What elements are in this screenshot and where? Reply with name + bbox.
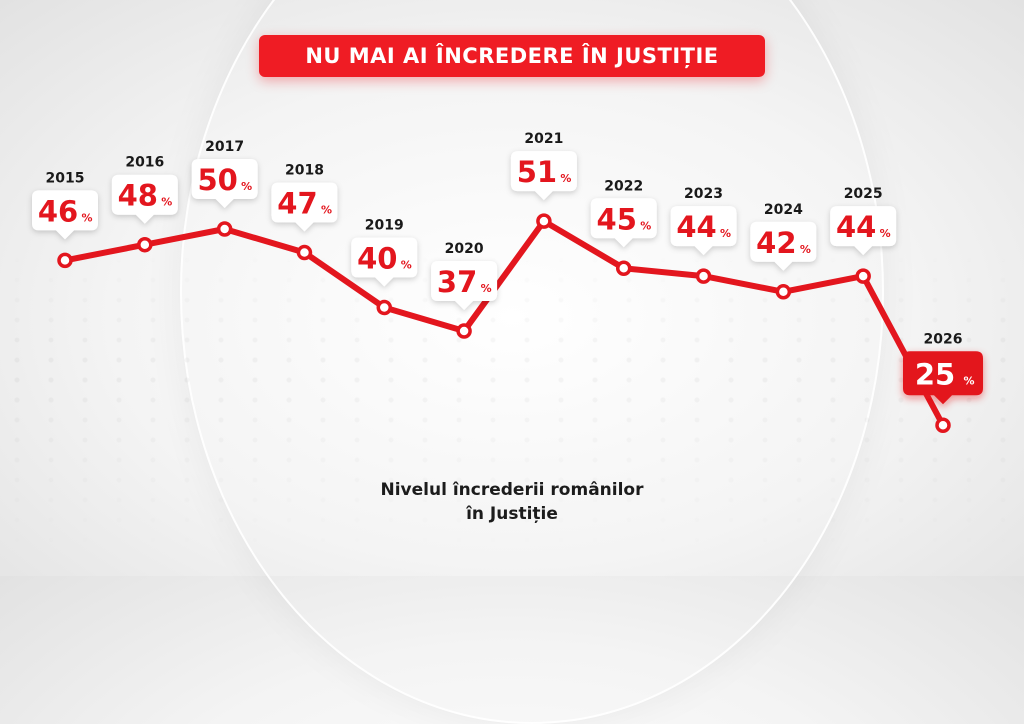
- value-label-2026: 25: [915, 357, 955, 391]
- callout-2024: 42 % 2024: [750, 202, 817, 271]
- value-label-2021: 51: [517, 155, 557, 189]
- percent-sign: %: [321, 204, 332, 217]
- data-point-2016: [137, 236, 153, 253]
- year-label-2020: 2020: [445, 241, 484, 257]
- title-banner: NU MAI AI ÎNCREDERE ÎN JUSTIȚIE: [259, 35, 765, 77]
- data-point-2015: [57, 252, 73, 269]
- year-label-2017: 2017: [205, 139, 244, 155]
- data-point-2023: [695, 268, 712, 284]
- value-label-2017: 50: [197, 163, 237, 197]
- data-point-2026: [935, 417, 951, 433]
- callout-2026: 25 % 2026: [903, 331, 983, 405]
- chart-caption: Nivelul încrederii românilor în Justiție: [312, 478, 712, 526]
- value-label-2022: 45: [597, 202, 637, 236]
- callout-2023: 44 % 2023: [670, 186, 737, 256]
- background-texture: [0, 230, 1024, 576]
- data-point-2022: [615, 260, 632, 276]
- value-label-2025: 44: [836, 210, 876, 244]
- callout-bubble: [271, 182, 338, 232]
- value-label-2023: 44: [676, 210, 716, 244]
- callout-2016: 48 % 2016: [111, 155, 178, 224]
- callout-bubble: [670, 206, 737, 256]
- callout-2021: 51 % 2021: [510, 131, 577, 201]
- percent-sign: %: [640, 219, 651, 232]
- percent-sign: %: [880, 227, 891, 240]
- year-label-2018: 2018: [285, 163, 324, 179]
- callout-bubble: [431, 261, 498, 311]
- year-label-2026: 2026: [924, 331, 963, 347]
- percent-sign: %: [720, 227, 731, 240]
- callout-bubble: [830, 206, 897, 256]
- percent-sign: %: [560, 172, 571, 185]
- percent-sign: %: [161, 196, 172, 209]
- year-label-2024: 2024: [764, 202, 803, 218]
- callout-bubble: [32, 190, 98, 240]
- caption-line-2: în Justiție: [466, 504, 558, 524]
- year-label-2023: 2023: [684, 186, 723, 202]
- value-label-2024: 42: [756, 226, 796, 260]
- percent-sign: %: [800, 243, 811, 256]
- percent-sign: %: [401, 259, 412, 272]
- value-label-2015: 46: [38, 194, 78, 228]
- data-point-2020: [456, 323, 472, 339]
- caption-line-1: Nivelul încrederii românilor: [380, 480, 644, 500]
- callout-bubble: [903, 351, 983, 405]
- data-point-2017: [216, 221, 233, 237]
- year-label-2019: 2019: [365, 218, 404, 234]
- callout-2018: 47 % 2018: [271, 163, 338, 232]
- callout-2017: 50 % 2017: [191, 139, 258, 208]
- data-point-2024: [775, 284, 792, 300]
- callout-bubble: [510, 151, 577, 201]
- line-chart: 46 % 2015 48 % 2016 50 % 2017 47 % 2018 40 % 2019 37 % 20…: [32, 131, 983, 433]
- year-label-2015: 2015: [46, 170, 85, 186]
- callout-2020: 37 % 2020: [431, 241, 498, 311]
- year-label-2016: 2016: [125, 155, 164, 171]
- callout-2019: 40 % 2019: [351, 218, 418, 287]
- data-point-2021: [536, 213, 552, 229]
- year-label-2025: 2025: [844, 186, 883, 202]
- data-point-2018: [296, 244, 313, 261]
- percent-sign: %: [481, 282, 492, 295]
- callout-bubble: [590, 198, 657, 248]
- value-label-2019: 40: [357, 242, 397, 276]
- series-line: [62, 218, 946, 429]
- data-point-2019: [376, 299, 393, 316]
- callout-bubble: [750, 221, 817, 271]
- data-point-2025: [855, 268, 871, 284]
- value-label-2016: 48: [118, 179, 158, 213]
- callout-2022: 45 % 2022: [590, 178, 657, 248]
- callout-2015: 46 % 2015: [32, 170, 98, 240]
- callout-bubble: [351, 237, 418, 287]
- percent-sign: %: [963, 374, 974, 387]
- value-label-2020: 37: [437, 265, 477, 299]
- percent-sign: %: [81, 211, 92, 224]
- year-label-2021: 2021: [524, 131, 563, 147]
- year-label-2022: 2022: [604, 178, 643, 194]
- percent-sign: %: [241, 180, 252, 193]
- callout-bubble: [191, 159, 258, 208]
- callout-2025: 44 % 2025: [830, 186, 897, 256]
- callout-bubble: [111, 174, 178, 224]
- value-label-2018: 47: [277, 187, 317, 221]
